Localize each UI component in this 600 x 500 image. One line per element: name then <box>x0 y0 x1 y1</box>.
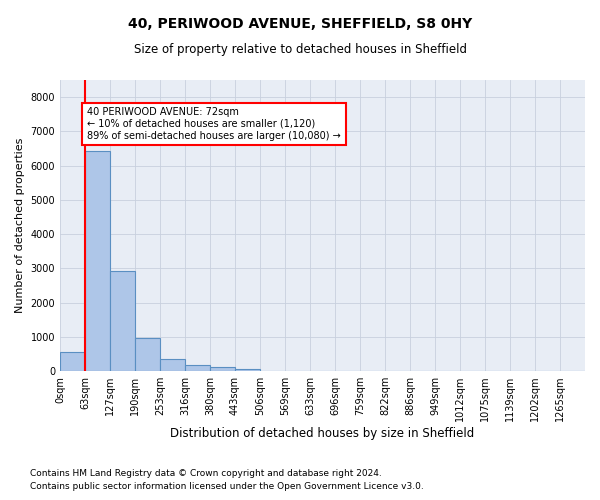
Text: 40, PERIWOOD AVENUE, SHEFFIELD, S8 0HY: 40, PERIWOOD AVENUE, SHEFFIELD, S8 0HY <box>128 18 472 32</box>
Text: Contains public sector information licensed under the Open Government Licence v3: Contains public sector information licen… <box>30 482 424 491</box>
Text: Size of property relative to detached houses in Sheffield: Size of property relative to detached ho… <box>133 42 467 56</box>
Bar <box>160 360 185 371</box>
Bar <box>85 151 110 371</box>
Y-axis label: Number of detached properties: Number of detached properties <box>15 138 25 313</box>
Text: Contains HM Land Registry data © Crown copyright and database right 2024.: Contains HM Land Registry data © Crown c… <box>30 468 382 477</box>
Bar <box>235 368 260 371</box>
Bar <box>135 338 160 371</box>
Bar <box>210 368 235 371</box>
Bar <box>185 366 210 371</box>
Bar <box>60 352 85 371</box>
Text: 40 PERIWOOD AVENUE: 72sqm
← 10% of detached houses are smaller (1,120)
89% of se: 40 PERIWOOD AVENUE: 72sqm ← 10% of detac… <box>87 108 341 140</box>
X-axis label: Distribution of detached houses by size in Sheffield: Distribution of detached houses by size … <box>170 427 475 440</box>
Bar <box>110 271 135 371</box>
